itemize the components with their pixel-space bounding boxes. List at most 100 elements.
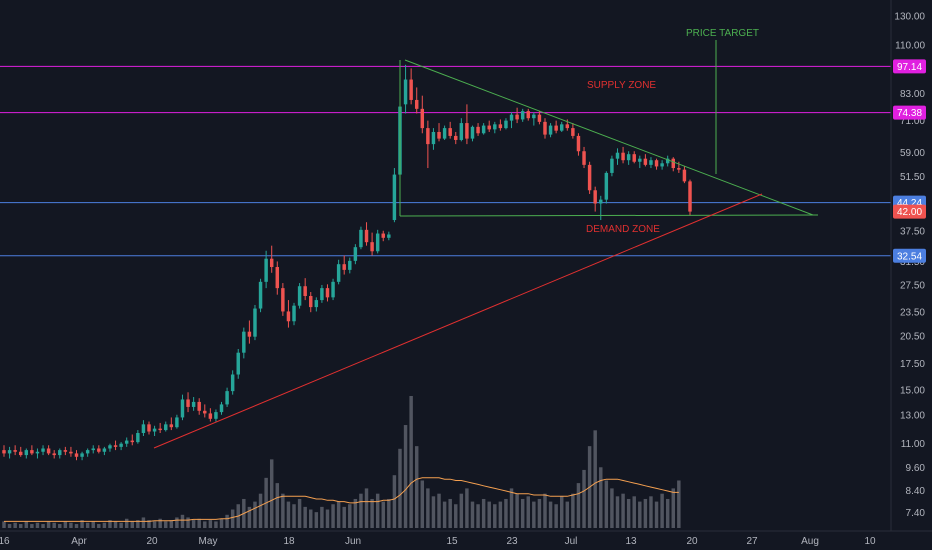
candle-body: [80, 453, 84, 457]
volume-bar: [470, 501, 475, 528]
volume-bar: [69, 522, 73, 528]
candle-body: [370, 242, 374, 252]
price-tick-label: 59.00: [900, 148, 925, 159]
time-tick-label: 23: [506, 536, 518, 547]
volume-bar: [448, 498, 452, 528]
volume-bar: [414, 446, 419, 528]
candle: [325, 284, 330, 302]
candle-body: [582, 151, 586, 165]
candle-body: [236, 352, 240, 375]
volume-bar: [214, 521, 218, 528]
candle-body: [141, 424, 146, 434]
candle: [548, 123, 553, 138]
candle-body: [52, 453, 56, 456]
supply-zone-label: SUPPLY ZONE: [587, 80, 656, 91]
volume-bar: [41, 524, 45, 528]
volume-bar: [309, 509, 313, 528]
volume-bar: [186, 517, 190, 528]
volume-bar: [292, 504, 296, 528]
candle: [24, 448, 29, 459]
candle: [375, 229, 380, 254]
candle-body: [537, 114, 542, 122]
candle-body: [197, 401, 201, 411]
candle: [504, 118, 508, 130]
candle: [281, 283, 285, 316]
candle: [387, 231, 391, 241]
candle-body: [325, 288, 330, 298]
candle: [359, 226, 363, 250]
candle: [476, 123, 480, 136]
candle: [314, 297, 319, 312]
candle: [147, 421, 151, 435]
candle: [225, 387, 229, 407]
candle: [164, 421, 168, 432]
price-badge: [893, 105, 926, 120]
volume-bar: [381, 501, 385, 528]
candle-body: [230, 374, 235, 392]
volume-bar: [392, 475, 397, 528]
candle-body: [152, 428, 157, 432]
volume-bar: [359, 493, 363, 528]
candle-body: [164, 424, 168, 431]
candle-body: [665, 158, 670, 164]
candle-body: [24, 450, 29, 456]
volume-bar: [665, 498, 670, 528]
candle-body: [180, 399, 185, 418]
volume-bar: [599, 467, 603, 528]
volume-bar: [559, 496, 564, 528]
candle: [526, 108, 530, 121]
candle-body: [247, 331, 252, 337]
volume-bar: [141, 517, 146, 528]
candle: [7, 446, 12, 459]
upper-trendline: [404, 59, 814, 216]
candle: [58, 448, 62, 459]
candle: [426, 120, 430, 169]
candle: [41, 445, 45, 456]
candle-body: [638, 158, 642, 162]
volume-bar: [626, 498, 631, 528]
candle: [481, 123, 486, 135]
volume-bar: [7, 524, 12, 528]
candle-body: [604, 172, 609, 200]
candle-body: [493, 124, 497, 130]
candle: [186, 392, 190, 413]
volume-bar: [297, 498, 302, 528]
candle: [459, 118, 464, 142]
candle: [152, 425, 157, 436]
candle-body: [448, 128, 452, 136]
candle: [470, 125, 475, 142]
candle: [671, 157, 675, 172]
candle: [258, 278, 263, 313]
candle-body: [353, 247, 358, 261]
price-badge-label: 44.24: [897, 198, 922, 209]
candle-body: [214, 412, 218, 419]
candle-body: [314, 300, 319, 308]
candle: [269, 245, 274, 273]
candle: [364, 222, 369, 246]
candle: [175, 414, 179, 429]
candle: [543, 118, 547, 139]
volume-bar: [342, 506, 346, 528]
candle-body: [342, 264, 346, 270]
volume-bar: [604, 480, 609, 528]
candle-body: [336, 264, 341, 282]
candle: [409, 68, 413, 105]
volume-bar: [548, 501, 553, 528]
volume-bar: [543, 493, 547, 528]
volume-bars: [2, 396, 681, 528]
volume-bar: [281, 493, 285, 528]
candle: [665, 155, 670, 167]
candle: [682, 166, 687, 184]
time-tick-label: 10: [864, 536, 876, 547]
candle: [437, 123, 441, 142]
candle-body: [297, 286, 302, 306]
volume-bar: [286, 501, 291, 528]
candle-body: [414, 99, 419, 109]
candle: [593, 186, 597, 212]
candle-body: [169, 424, 174, 428]
candle-body: [688, 181, 692, 212]
volume-bar: [113, 521, 118, 528]
volume-bar: [24, 521, 29, 528]
candle-body: [331, 281, 335, 298]
candle: [537, 111, 542, 125]
